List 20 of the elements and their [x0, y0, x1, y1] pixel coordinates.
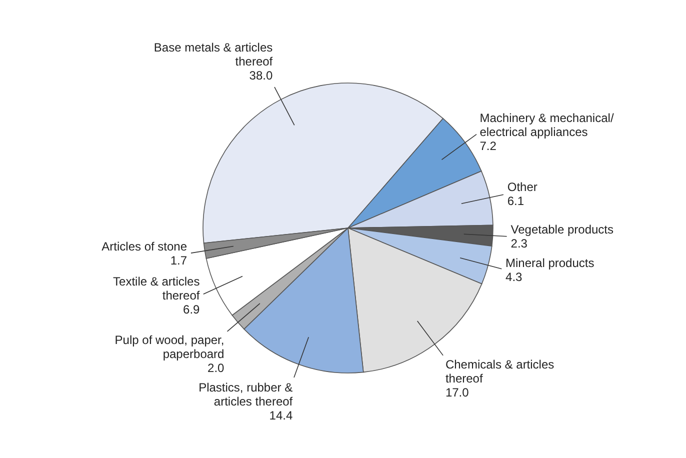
data-label: 38.0 [249, 68, 273, 82]
data-label: 14.4 [269, 408, 293, 422]
data-label: 1.7 [170, 254, 188, 268]
data-label: 6.9 [183, 302, 200, 317]
slice-label: Textile & articles thereof [113, 274, 200, 303]
slice-label: Articles of stone [102, 240, 188, 254]
data-label: 7.2 [480, 138, 497, 153]
data-label: 2.0 [208, 361, 225, 376]
data-label: 17.0 [445, 386, 470, 400]
data-label: 2.3 [510, 236, 528, 251]
slice-label: Chemicals & articles thereof [445, 358, 554, 386]
slice-label: Pulp of wood, paper, paperboard [114, 333, 224, 362]
slice-label: Base metals & articles thereof [154, 40, 274, 68]
slice-label: Vegetable products [510, 222, 614, 237]
slice-label: Mineral products [506, 256, 594, 270]
data-label: 4.3 [506, 270, 523, 284]
slice-label: Machinery & mechanical/ electrical appliances [480, 110, 614, 139]
slice-label: Other [507, 180, 538, 194]
slice-label: Plastics, rubber & articles thereof [198, 380, 294, 408]
data-label: 6.1 [507, 194, 524, 208]
